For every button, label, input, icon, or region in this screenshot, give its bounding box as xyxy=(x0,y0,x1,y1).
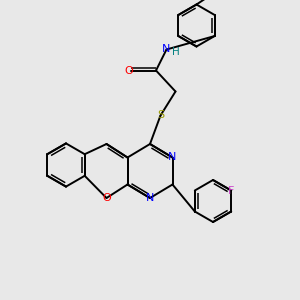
Text: N: N xyxy=(146,193,154,203)
Text: F: F xyxy=(228,185,234,196)
Text: H: H xyxy=(172,47,179,57)
Text: O: O xyxy=(102,193,111,203)
Text: S: S xyxy=(157,110,164,121)
Text: N: N xyxy=(162,44,171,55)
Text: N: N xyxy=(168,152,177,163)
Text: O: O xyxy=(124,65,134,76)
